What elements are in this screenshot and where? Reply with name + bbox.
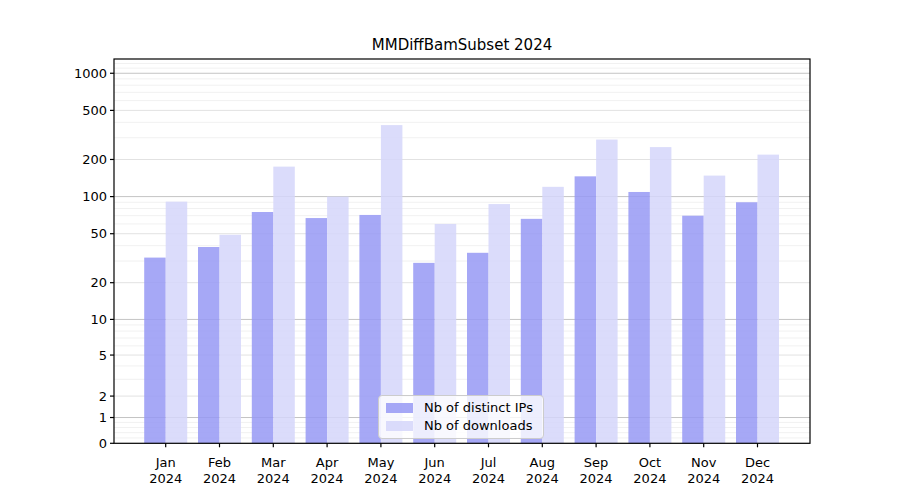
y-tick-label: 500 [82,103,107,118]
x-tick-label: Jan2024 [149,455,182,486]
y-tick-label: 1 [99,410,107,425]
x-tick-label: Jun2024 [418,455,451,486]
x-tick-label: Feb2024 [203,455,236,486]
figure-canvas: MMDiffBamSubset 2024 0125102050100200500… [0,0,900,500]
legend-label-distinct-ips: Nb of distinct IPs [424,400,533,415]
x-tick-label: Apr2024 [311,455,344,486]
legend-swatch-distinct-ips [386,403,413,413]
x-tick-label: Dec2024 [741,455,774,486]
y-tick-label: 1000 [74,66,107,81]
legend-label-downloads: Nb of downloads [424,418,532,433]
legend-item-downloads: Nb of downloads [386,418,535,433]
bar-oct-downloads [650,147,672,443]
bar-feb-downloads [220,235,242,444]
x-tick-label: May2024 [364,455,397,486]
x-tick-label: Mar2024 [257,455,290,486]
legend-swatch-downloads [386,421,413,431]
bar-sep-downloads [596,140,618,444]
bar-oct-distinct-ips [628,192,650,443]
bar-sep-distinct-ips [575,176,597,443]
bar-mar-downloads [273,167,295,444]
y-tick-label: 100 [82,189,107,204]
legend-item-distinct-ips: Nb of distinct IPs [386,400,535,415]
x-tick-label: Sep2024 [580,455,613,486]
y-tick-label: 2 [99,389,107,404]
x-tick-label: Nov2024 [687,455,720,486]
bar-apr-downloads [327,197,349,444]
x-tick-label: Jul2024 [472,455,505,486]
bar-dec-distinct-ips [736,202,758,443]
bar-dec-downloads [758,155,780,444]
y-tick-label: 10 [90,312,107,327]
bar-jan-distinct-ips [144,258,166,444]
bar-feb-distinct-ips [198,247,220,443]
y-tick-label: 20 [90,275,107,290]
y-tick-label: 50 [90,226,107,241]
y-tick-label: 0 [99,436,107,451]
bar-mar-distinct-ips [252,212,273,443]
bar-nov-distinct-ips [682,216,704,444]
y-tick-label: 200 [82,152,107,167]
bar-aug-downloads [542,187,564,443]
bar-apr-distinct-ips [306,218,328,443]
bar-jan-downloads [166,202,188,444]
legend: Nb of distinct IPs Nb of downloads [378,395,544,439]
y-tick-label: 5 [99,348,107,363]
bar-nov-downloads [704,176,726,444]
x-tick-label: Aug2024 [526,455,559,486]
x-tick-label: Oct2024 [633,455,666,486]
